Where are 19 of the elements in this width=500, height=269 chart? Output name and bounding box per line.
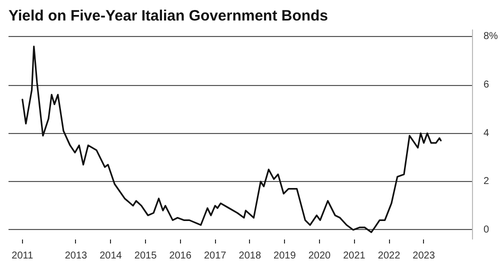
y-tick-label: 2 (484, 176, 490, 188)
x-tick-label: 2020 (308, 250, 332, 262)
x-tick-label: 2015 (134, 250, 158, 262)
x-tick-label: 2016 (169, 250, 192, 262)
x-tick-label: 2018 (238, 250, 262, 262)
y-tick-label: 8% (484, 31, 498, 42)
x-tick-label: 2013 (64, 250, 88, 262)
y-tick-label: 6 (484, 80, 490, 91)
y-tick-label: 4 (484, 128, 490, 139)
x-tick-label: 2017 (204, 250, 227, 262)
chart-title: Yield on Five-Year Italian Government Bonds (8, 8, 328, 24)
line-series (22, 46, 442, 234)
x-tick-label: 2014 (100, 250, 122, 262)
y-tick-label: 0 (484, 224, 490, 236)
x-tick-label: 2011 (12, 250, 34, 262)
x-tick-label: 2019 (274, 250, 296, 262)
x-tick-label: 2023 (412, 250, 436, 262)
x-tick-label: 2022 (378, 250, 401, 262)
x-tick-label: 2021 (343, 250, 366, 262)
